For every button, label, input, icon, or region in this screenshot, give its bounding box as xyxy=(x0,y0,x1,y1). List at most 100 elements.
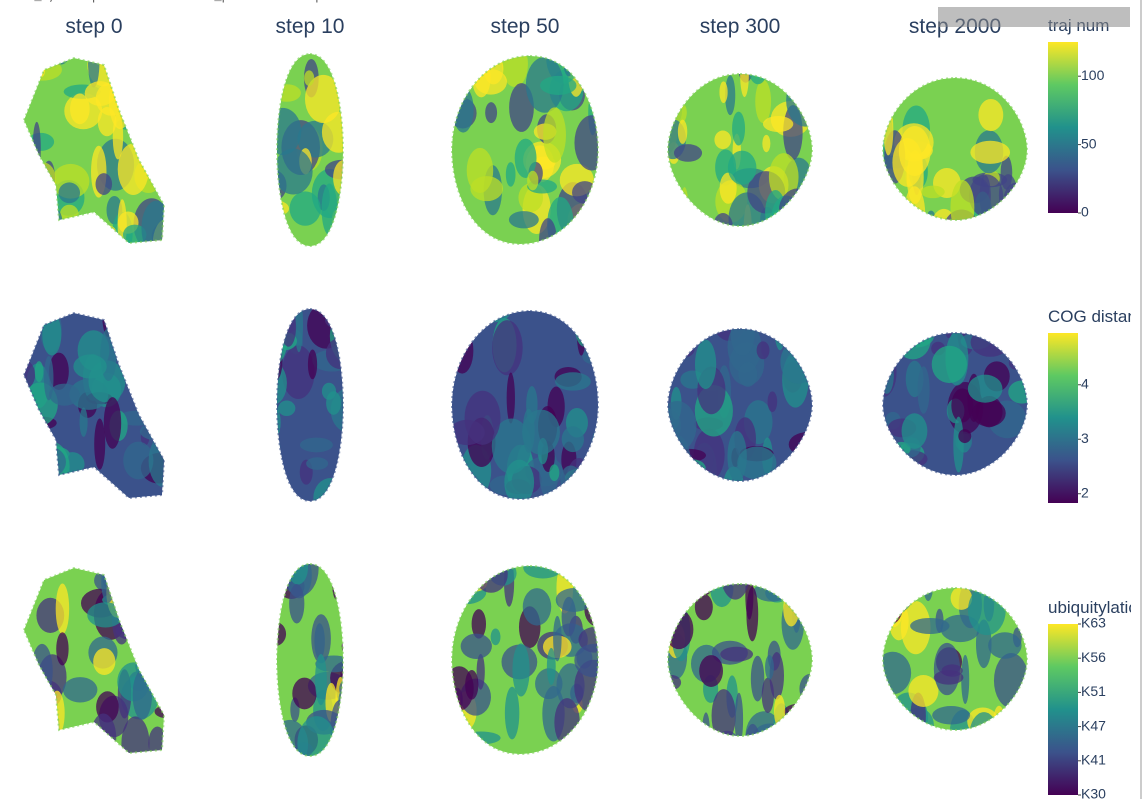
cloud-patch xyxy=(680,187,689,226)
cloud-patch xyxy=(889,80,905,95)
cloud-patch xyxy=(931,345,967,384)
cloud-patch xyxy=(102,225,117,243)
cloud-patch xyxy=(349,179,380,231)
cloud-patch xyxy=(1003,182,1027,220)
colorbar-tick-label: K51 xyxy=(1081,683,1106,699)
cloud-patch xyxy=(233,320,247,342)
cloud-patch xyxy=(24,358,36,392)
cloud-patch xyxy=(452,475,479,499)
colorbar-tick-label: 2 xyxy=(1081,484,1089,500)
cloud-patch xyxy=(79,407,88,437)
cloud-patch xyxy=(690,74,700,78)
cloud-patch xyxy=(277,361,287,406)
cloud-patch xyxy=(292,677,317,710)
cloud-patch xyxy=(257,183,270,201)
cloud-patch xyxy=(988,333,1004,347)
cloud-patch xyxy=(361,340,379,395)
cloud-patch xyxy=(87,602,124,628)
column-title: step 10 xyxy=(276,15,345,38)
cloud-patch xyxy=(968,59,991,75)
cloud-patch xyxy=(555,372,591,391)
cloud-patch xyxy=(359,464,377,494)
colorbar-tick-label: K41 xyxy=(1081,752,1106,768)
cloud-patch xyxy=(372,557,392,605)
cloud-patch xyxy=(800,459,812,481)
cloud-patch xyxy=(506,372,515,424)
cloud-patch xyxy=(153,568,164,585)
cloud-patch xyxy=(508,211,539,229)
cloud-patch xyxy=(883,196,897,220)
cloud-patch xyxy=(591,428,598,465)
cloud-patch xyxy=(297,716,336,756)
cloud-patch xyxy=(349,581,363,616)
modebar[interactable] xyxy=(938,7,1130,27)
cloud-patch xyxy=(277,439,281,454)
cloud-patch xyxy=(886,588,901,621)
colorbar-title: COG distance xyxy=(1048,307,1145,326)
cloud-patch xyxy=(254,664,269,701)
point-cloud xyxy=(234,557,396,756)
cloud-patch xyxy=(339,675,343,702)
cloud-patch xyxy=(24,466,35,481)
cloud-patch xyxy=(62,745,78,753)
cloud-patch xyxy=(141,200,164,243)
cloud-patch xyxy=(883,588,904,625)
cloud-patch xyxy=(971,399,1006,427)
cloud-patch xyxy=(73,354,107,379)
cloud-patch xyxy=(714,130,732,150)
cloud-patch xyxy=(688,74,702,79)
cloud-patch xyxy=(58,182,81,204)
cloud-patch xyxy=(1005,185,1027,220)
cloud-patch xyxy=(773,694,786,728)
cloud-patch xyxy=(926,210,936,220)
cloud-patch xyxy=(229,99,265,142)
column-title: step 50 xyxy=(491,15,560,38)
cloud-patch xyxy=(538,218,557,244)
cloud-patch xyxy=(505,162,516,187)
cloud-patch xyxy=(234,634,260,683)
cloud-patch xyxy=(883,356,894,394)
cloud-patch xyxy=(363,563,396,597)
cloud-patch xyxy=(362,61,377,115)
cloud-patch xyxy=(370,79,399,110)
cloud-patch xyxy=(229,371,259,397)
cloud-patch xyxy=(668,584,692,595)
cloud-patch xyxy=(546,647,556,686)
cloud-patch xyxy=(883,333,901,341)
cloud-patch xyxy=(135,313,164,336)
cloud-patch xyxy=(553,615,562,662)
cloud-patch xyxy=(740,74,749,98)
cloud-patch xyxy=(321,183,338,236)
cloud-patch xyxy=(903,559,915,574)
cloud-patch xyxy=(264,57,273,73)
cloud-patch xyxy=(238,420,255,433)
cloud-patch xyxy=(452,713,463,730)
cloud-patch xyxy=(277,148,313,195)
cloud-patch xyxy=(946,731,973,774)
cloud-patch xyxy=(346,103,369,128)
cloud-patch xyxy=(950,180,975,220)
cloud-patch xyxy=(540,75,577,95)
cloud-patch xyxy=(574,311,594,347)
cloud-patch xyxy=(121,716,150,753)
cloud-patch xyxy=(490,628,501,646)
cloud-patch xyxy=(234,209,268,249)
cloud-patch xyxy=(752,723,788,736)
cloud-patch xyxy=(49,690,65,736)
cloud-edge xyxy=(275,562,345,758)
cloud-patch xyxy=(545,491,581,499)
panels xyxy=(22,52,1029,774)
cloud-patch xyxy=(225,74,246,87)
cloud-patch xyxy=(341,167,343,195)
cloud-patch xyxy=(883,103,894,156)
cloud-patch xyxy=(523,566,563,579)
cloud-patch xyxy=(373,54,383,78)
cloud-patch xyxy=(783,591,800,627)
cloud-patch xyxy=(93,648,116,676)
cloud-patch xyxy=(876,739,885,758)
cloud-patch xyxy=(59,204,79,224)
point-cloud xyxy=(452,56,598,244)
point-cloud xyxy=(225,54,399,249)
cloud-patch xyxy=(149,87,164,133)
cloud-patch xyxy=(668,401,697,452)
